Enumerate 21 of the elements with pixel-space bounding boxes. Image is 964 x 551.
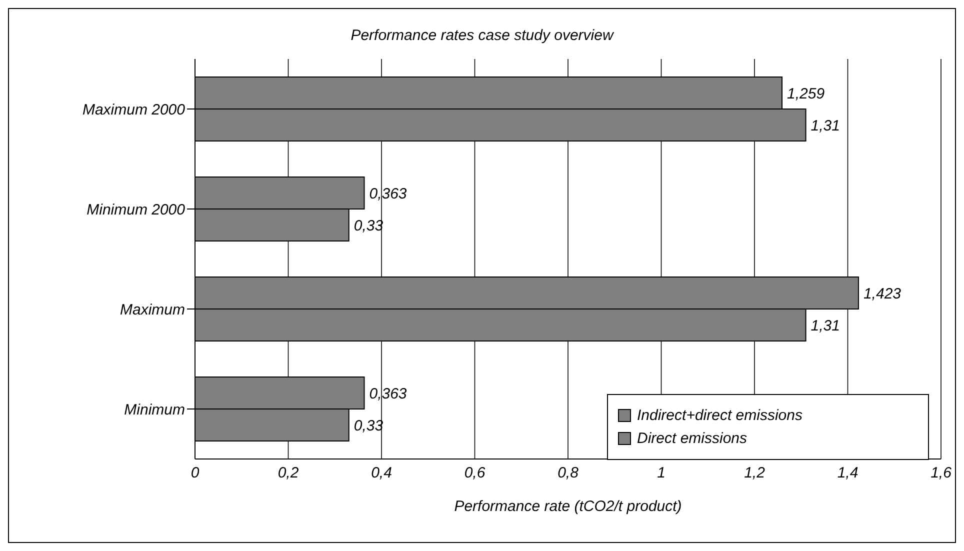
chart-title: Performance rates case study overview bbox=[350, 27, 615, 44]
x-axis-title: Performance rate (tCO2/t product) bbox=[454, 498, 682, 515]
legend-label: Direct emissions bbox=[637, 430, 748, 447]
data-label: 1,423 bbox=[863, 285, 902, 302]
data-label: 1,31 bbox=[810, 117, 840, 134]
y-tick-label: Maximum 2000 bbox=[82, 101, 186, 118]
y-tick-label: Maximum bbox=[120, 301, 185, 318]
x-tick-label: 1,4 bbox=[837, 464, 858, 482]
x-tick-label: 0,6 bbox=[464, 464, 486, 482]
x-tick-label: 0 bbox=[190, 464, 200, 482]
x-tick-label: 1 bbox=[657, 464, 666, 482]
y-tick-label: Minimum bbox=[124, 401, 185, 418]
x-tick-label: 0,8 bbox=[558, 464, 580, 482]
x-tick-label: 1,2 bbox=[744, 464, 766, 482]
y-tick-label: Minimum 2000 bbox=[86, 201, 186, 218]
x-tick-label: 1,6 bbox=[930, 464, 952, 482]
legend-label: Indirect+direct emissions bbox=[637, 407, 802, 424]
x-tick-label: 0,2 bbox=[278, 464, 300, 482]
data-label: 1,31 bbox=[810, 317, 840, 334]
data-label: 1,259 bbox=[787, 85, 826, 102]
x-tick-label: 0,4 bbox=[371, 464, 392, 482]
